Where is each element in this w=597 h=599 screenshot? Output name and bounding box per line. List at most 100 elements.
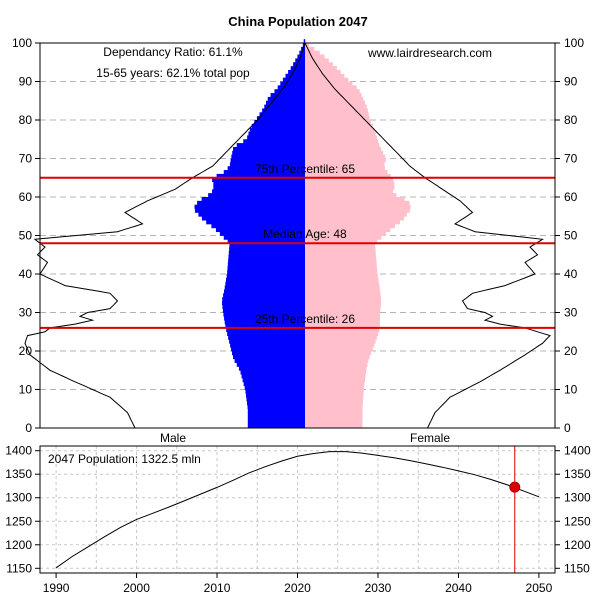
y-tick-label: 20	[564, 344, 578, 358]
y-tick-label: 30	[564, 306, 578, 320]
female-bar	[305, 424, 363, 429]
x-tick-label: 2050	[526, 581, 553, 595]
male-bar	[233, 146, 305, 152]
y-tick-label: 0	[564, 421, 571, 435]
y-tick-label: 1200	[5, 538, 32, 552]
female-bar	[305, 135, 377, 140]
male-bar	[247, 412, 305, 417]
female-bar	[305, 62, 333, 67]
female-bar	[305, 216, 404, 221]
male-bar	[249, 127, 305, 132]
male-bar	[227, 331, 305, 336]
male-bar	[240, 370, 305, 375]
male-bar	[228, 254, 305, 259]
pyramid-bars	[194, 39, 411, 429]
male-bar	[243, 381, 305, 387]
male-bar	[226, 277, 305, 283]
female-bar	[305, 250, 376, 256]
male-bar	[229, 162, 305, 167]
female-bar	[305, 96, 364, 102]
male-bar	[197, 200, 305, 206]
female-bar	[305, 335, 377, 340]
female-bar	[305, 381, 365, 387]
male-bar	[225, 281, 305, 286]
male-bar	[293, 62, 305, 67]
male-bar	[228, 335, 305, 340]
x-tick-label: 2020	[284, 581, 311, 595]
female-bar	[305, 289, 381, 294]
y-tick-label: 70	[564, 152, 578, 166]
y-tick-label: 1150	[564, 561, 590, 575]
male-bar	[222, 308, 305, 313]
female-bar	[305, 189, 394, 194]
male-bar	[213, 181, 305, 186]
male-bar	[212, 189, 305, 194]
female-bar	[305, 227, 391, 233]
female-bar	[305, 324, 380, 329]
male-bar	[228, 250, 305, 256]
male-bar	[208, 193, 305, 198]
x-tick-label: 2040	[445, 581, 472, 595]
male-bar	[248, 131, 305, 136]
male-bar	[247, 420, 305, 425]
male-bar	[216, 173, 305, 179]
female-bar	[305, 139, 379, 144]
male-bar	[212, 177, 305, 182]
female-bar	[305, 266, 378, 271]
female-bar	[305, 293, 381, 298]
male-bar	[243, 139, 305, 144]
female-bar	[305, 377, 365, 383]
male-bar	[234, 358, 305, 363]
female-bar	[305, 77, 349, 82]
female-bar	[305, 316, 380, 321]
male-outline	[24, 42, 306, 429]
male-bar	[270, 93, 305, 98]
percentile-markers: 75th Percentile: 65 Median Age: 48 25th Pe…	[40, 162, 555, 329]
male-bar	[222, 300, 305, 306]
male-bar	[231, 347, 305, 352]
female-bar	[305, 327, 380, 333]
male-bar	[285, 73, 305, 79]
male-bar	[229, 243, 305, 248]
female-bar	[305, 343, 375, 348]
female-bar	[305, 39, 307, 44]
female-bar	[305, 193, 397, 198]
male-bar	[295, 58, 305, 63]
y-tick-label: 1300	[564, 491, 591, 505]
female-bar	[305, 374, 366, 379]
female-bar	[305, 197, 405, 202]
male-bar	[223, 235, 305, 240]
dependency-ratio-note: Dependancy Ratio: 61.1%	[103, 45, 243, 59]
female-bar	[305, 181, 395, 186]
male-bar	[247, 401, 305, 406]
male-bar	[247, 135, 305, 140]
female-bar	[305, 173, 391, 179]
male-bar	[232, 351, 305, 356]
male-bar	[227, 270, 305, 275]
female-bar	[305, 46, 315, 52]
female-bar	[305, 123, 373, 129]
female-bar	[305, 358, 369, 363]
male-bar	[213, 185, 305, 190]
y-tick-label: 60	[19, 190, 33, 204]
female-bar	[305, 146, 382, 152]
y-tick-label: 100	[12, 36, 32, 50]
y-tick-label: 1300	[5, 491, 32, 505]
population-pyramid: 75th Percentile: 65 Median Age: 48 25th Pe…	[12, 14, 584, 445]
male-bar	[219, 231, 305, 236]
male-bar	[267, 96, 305, 102]
y-tick-label: 1200	[564, 538, 591, 552]
female-bar	[305, 93, 362, 98]
female-bar	[305, 69, 341, 75]
male-bar	[303, 39, 305, 44]
male-bar	[244, 385, 305, 390]
male-bar	[222, 304, 305, 310]
female-bar	[305, 212, 407, 217]
female-bar	[305, 320, 380, 325]
male-bar	[201, 197, 305, 202]
female-bar	[305, 166, 385, 171]
female-bar	[305, 43, 309, 48]
male-bar	[222, 297, 305, 302]
male-bar	[226, 274, 305, 279]
female-bar	[305, 393, 364, 398]
